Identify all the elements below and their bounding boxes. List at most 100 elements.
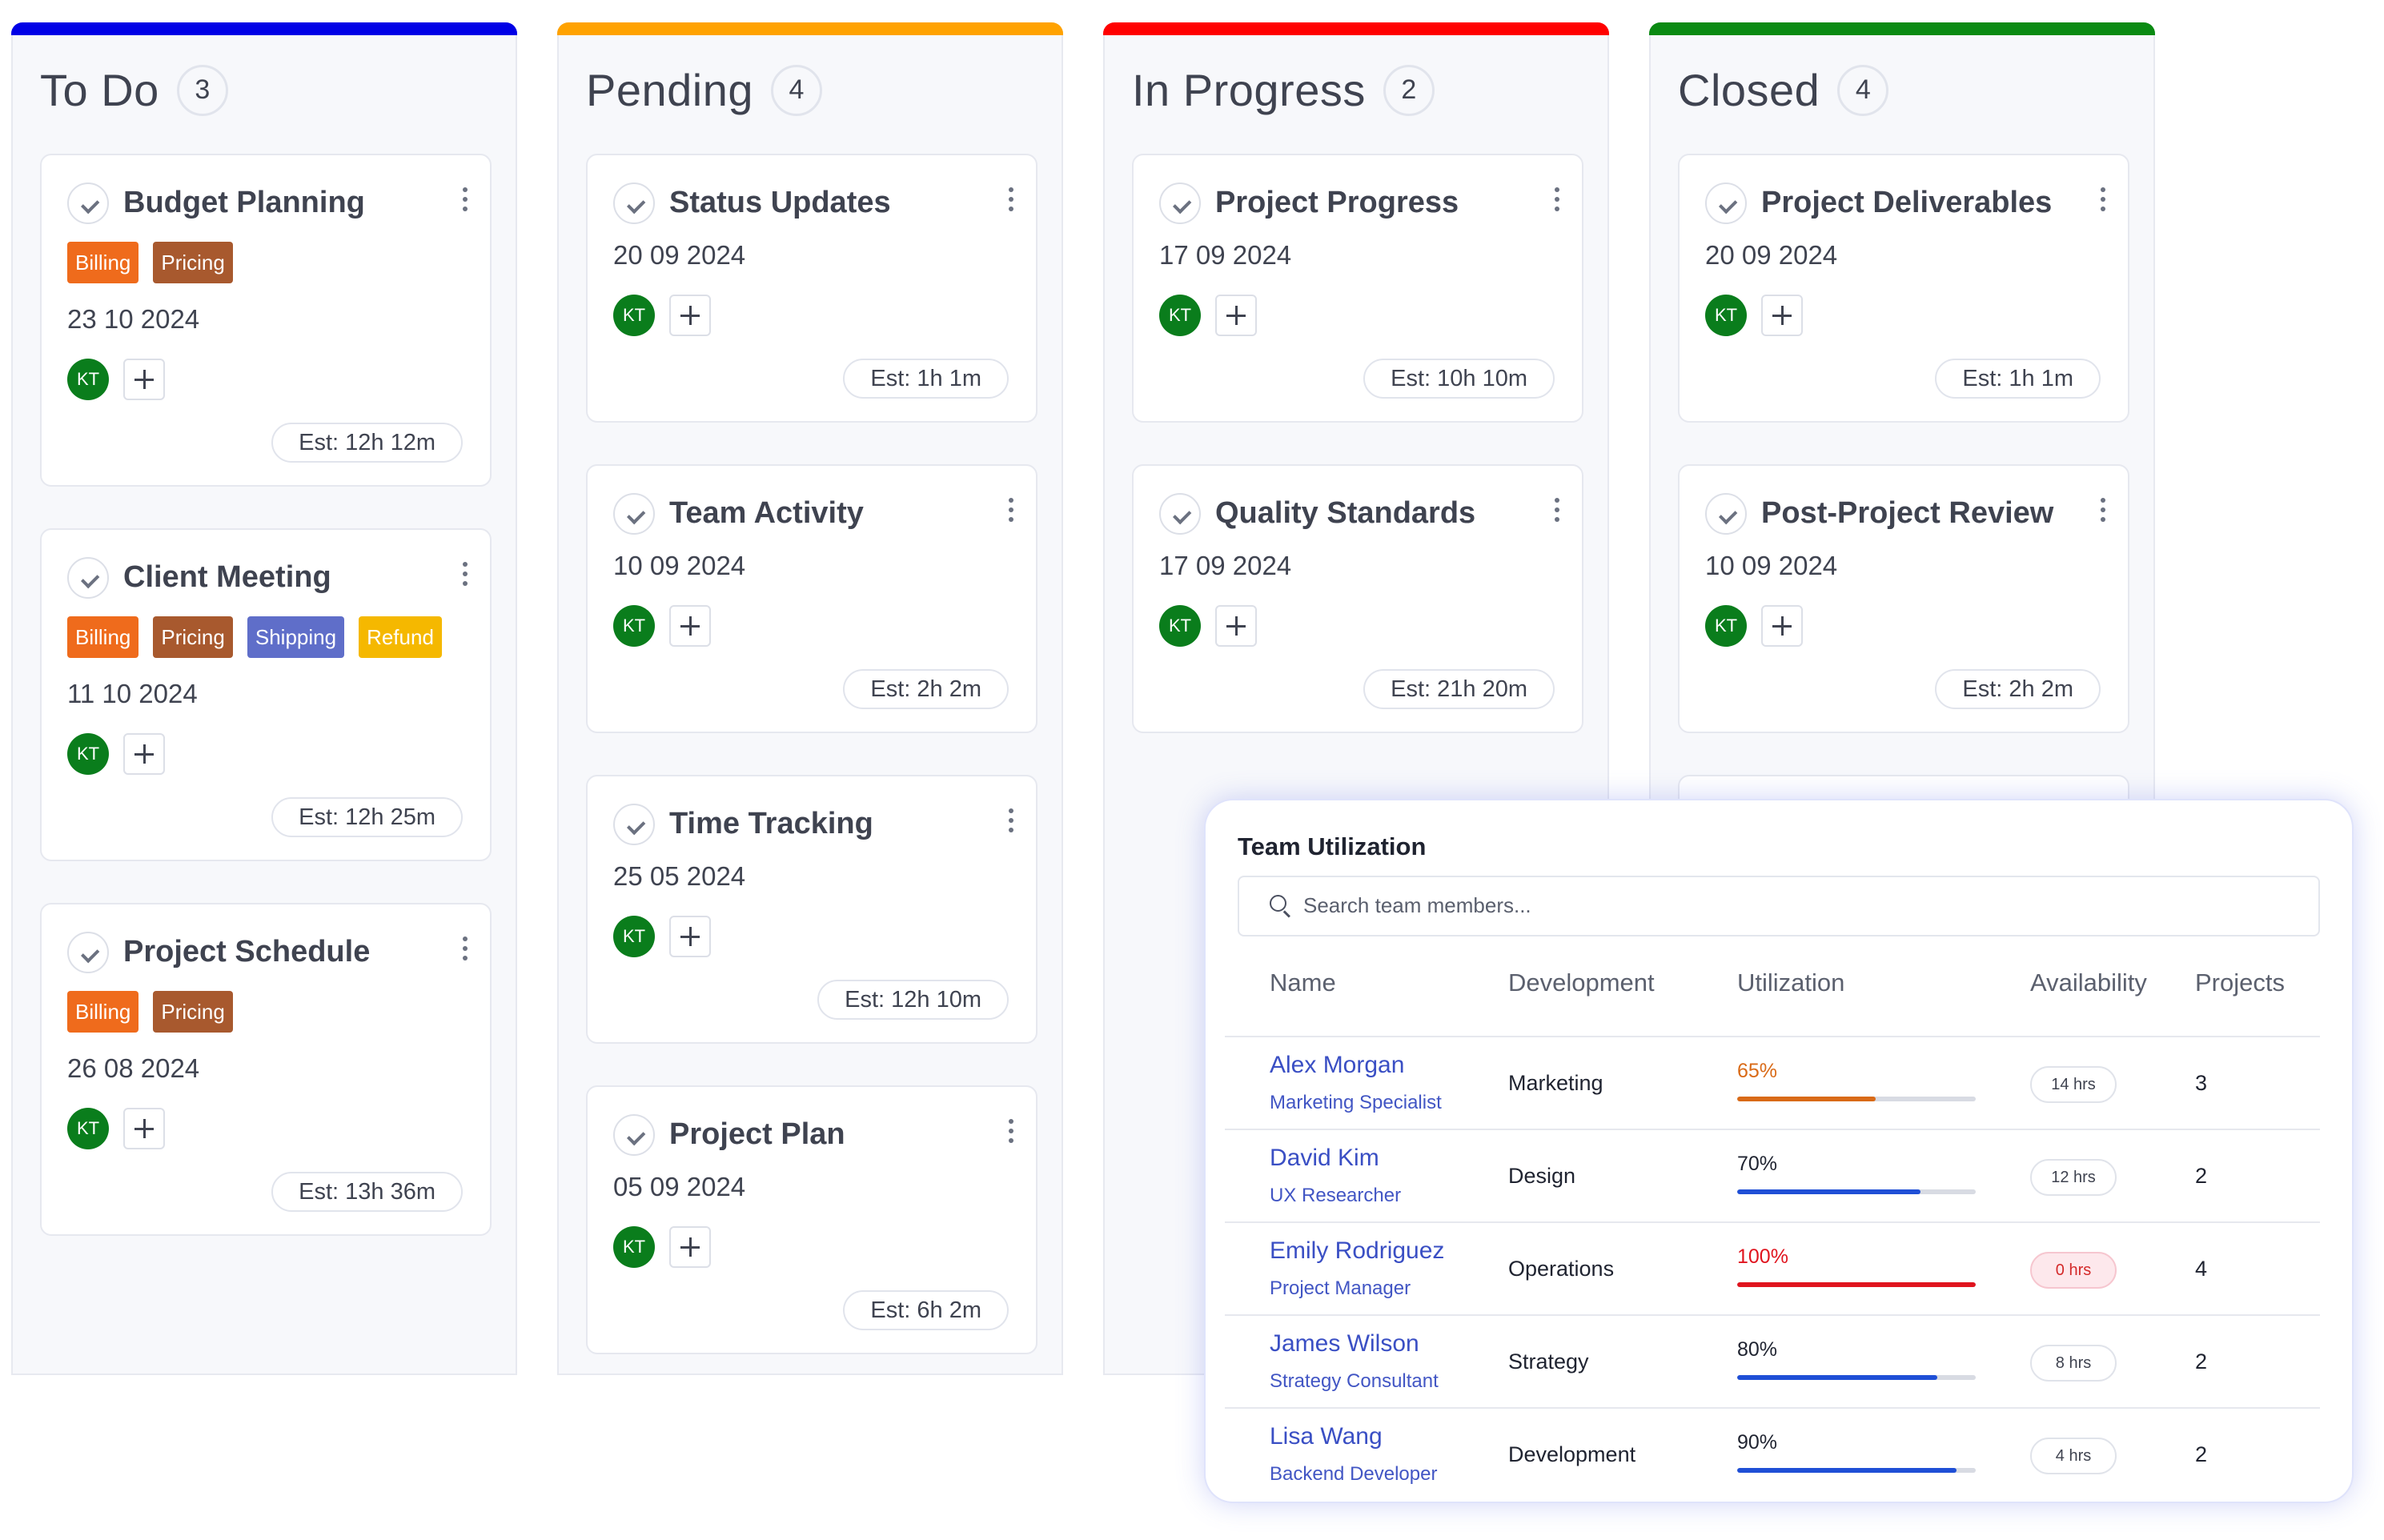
more-vertical-icon[interactable] [1553,187,1561,216]
tag-billing: Billing [67,991,139,1033]
column-header-projects[interactable]: Projects [2195,969,2285,997]
card-title: Client Meeting [123,560,331,594]
column-color-bar [557,22,1063,35]
card-title: Budget Planning [123,186,365,219]
complete-check-icon[interactable] [1159,493,1201,535]
add-assignee-button[interactable] [123,733,165,775]
assignees: KT [1705,295,1803,336]
complete-check-icon[interactable] [1705,182,1747,224]
tag-pricing: Pricing [153,991,233,1033]
member-role: Backend Developer [1270,1463,1438,1485]
more-vertical-icon[interactable] [1007,498,1015,527]
department: Operations [1508,1257,1615,1281]
more-vertical-icon[interactable] [1007,187,1015,216]
complete-check-icon[interactable] [1705,493,1747,535]
utilization-bar-fill [1737,1097,1876,1101]
assignees: KT [67,733,165,775]
complete-check-icon[interactable] [67,932,109,973]
member-role: Marketing Specialist [1270,1092,1442,1113]
search-input[interactable]: Search team members... [1238,876,2320,936]
estimate-pill: Est: 12h 12m [271,423,463,463]
more-vertical-icon[interactable] [1553,498,1561,527]
tag-list: Billing Pricing [67,242,233,283]
more-vertical-icon[interactable] [1007,1119,1015,1148]
member-name[interactable]: Lisa Wang [1270,1423,1383,1450]
add-assignee-button[interactable] [1215,295,1257,336]
member-name[interactable]: Emily Rodriguez [1270,1237,1445,1264]
complete-check-icon[interactable] [613,493,655,535]
avatar[interactable]: KT [613,916,655,957]
member-name[interactable]: Alex Morgan [1270,1052,1405,1078]
add-assignee-button[interactable] [669,605,711,647]
add-assignee-button[interactable] [1215,605,1257,647]
estimate-pill: Est: 2h 2m [843,669,1009,709]
search-icon [1270,895,1290,918]
task-card[interactable]: Quality Standards 17 09 2024 KT Est: 21h… [1132,464,1583,733]
avatar[interactable]: KT [67,359,109,400]
column-count-badge: 3 [176,64,228,116]
task-card[interactable]: Project Deliverables 20 09 2024 KT Est: … [1678,154,2129,423]
column-header-development[interactable]: Development [1508,969,1655,997]
task-card[interactable]: Project Progress 17 09 2024 KT Est: 10h … [1132,154,1583,423]
card-title: Project Schedule [123,935,371,969]
avatar[interactable]: KT [67,733,109,775]
utilization-bar [1737,1375,1976,1380]
column-header-availability[interactable]: Availability [2030,969,2147,997]
column-header-name[interactable]: Name [1270,969,1336,997]
task-card[interactable]: Project Schedule Billing Pricing 26 08 2… [40,903,492,1236]
add-assignee-button[interactable] [123,1108,165,1149]
complete-check-icon[interactable] [1159,182,1201,224]
task-card[interactable]: Post-Project Review 10 09 2024 KT Est: 2… [1678,464,2129,733]
add-assignee-button[interactable] [1761,295,1803,336]
complete-check-icon[interactable] [613,182,655,224]
more-vertical-icon[interactable] [461,187,469,216]
team-utilization-panel: Team Utilization Search team members... … [1206,800,2352,1502]
add-assignee-button[interactable] [669,916,711,957]
task-card[interactable]: Project Plan 05 09 2024 KT Est: 6h 2m [586,1085,1037,1354]
table-row: James Wilson Strategy Consultant Strateg… [1225,1316,2320,1409]
task-card[interactable]: Team Activity 10 09 2024 KT Est: 2h 2m [586,464,1037,733]
avatar[interactable]: KT [613,1226,655,1268]
task-card[interactable]: Client Meeting Billing Pricing Shipping … [40,528,492,861]
department: Strategy [1508,1350,1589,1374]
card-date: 17 09 2024 [1159,240,1292,270]
task-card[interactable]: Budget Planning Billing Pricing 23 10 20… [40,154,492,487]
column-header: To Do 3 [40,64,228,116]
add-assignee-button[interactable] [669,1226,711,1268]
utilization-bar [1737,1189,1976,1194]
more-vertical-icon[interactable] [2099,187,2107,216]
more-vertical-icon[interactable] [2099,498,2107,527]
task-card[interactable]: Status Updates 20 09 2024 KT Est: 1h 1m [586,154,1037,423]
availability-pill: 4 hrs [2030,1438,2117,1474]
add-assignee-button[interactable] [669,295,711,336]
avatar[interactable]: KT [613,295,655,336]
card-date: 20 09 2024 [613,240,746,270]
estimate-pill: Est: 13h 36m [271,1172,463,1212]
card-date: 25 05 2024 [613,861,746,891]
avatar[interactable]: KT [1159,605,1201,647]
card-date: 20 09 2024 [1705,240,1838,270]
complete-check-icon[interactable] [67,557,109,599]
estimate-pill: Est: 21h 20m [1363,669,1555,709]
member-role: Strategy Consultant [1270,1370,1439,1392]
task-card[interactable]: Time Tracking 25 05 2024 KT Est: 12h 10m [586,775,1037,1044]
add-assignee-button[interactable] [1761,605,1803,647]
avatar[interactable]: KT [1705,295,1747,336]
complete-check-icon[interactable] [613,804,655,845]
availability-pill: 14 hrs [2030,1066,2117,1103]
member-name[interactable]: David Kim [1270,1145,1379,1171]
more-vertical-icon[interactable] [461,562,469,591]
complete-check-icon[interactable] [67,182,109,224]
tag-billing: Billing [67,616,139,658]
add-assignee-button[interactable] [123,359,165,400]
card-date: 26 08 2024 [67,1053,200,1083]
more-vertical-icon[interactable] [461,936,469,965]
avatar[interactable]: KT [1159,295,1201,336]
avatar[interactable]: KT [1705,605,1747,647]
more-vertical-icon[interactable] [1007,808,1015,837]
complete-check-icon[interactable] [613,1114,655,1156]
member-name[interactable]: James Wilson [1270,1330,1419,1357]
avatar[interactable]: KT [67,1108,109,1149]
column-header-utilization[interactable]: Utilization [1737,969,1845,997]
avatar[interactable]: KT [613,605,655,647]
